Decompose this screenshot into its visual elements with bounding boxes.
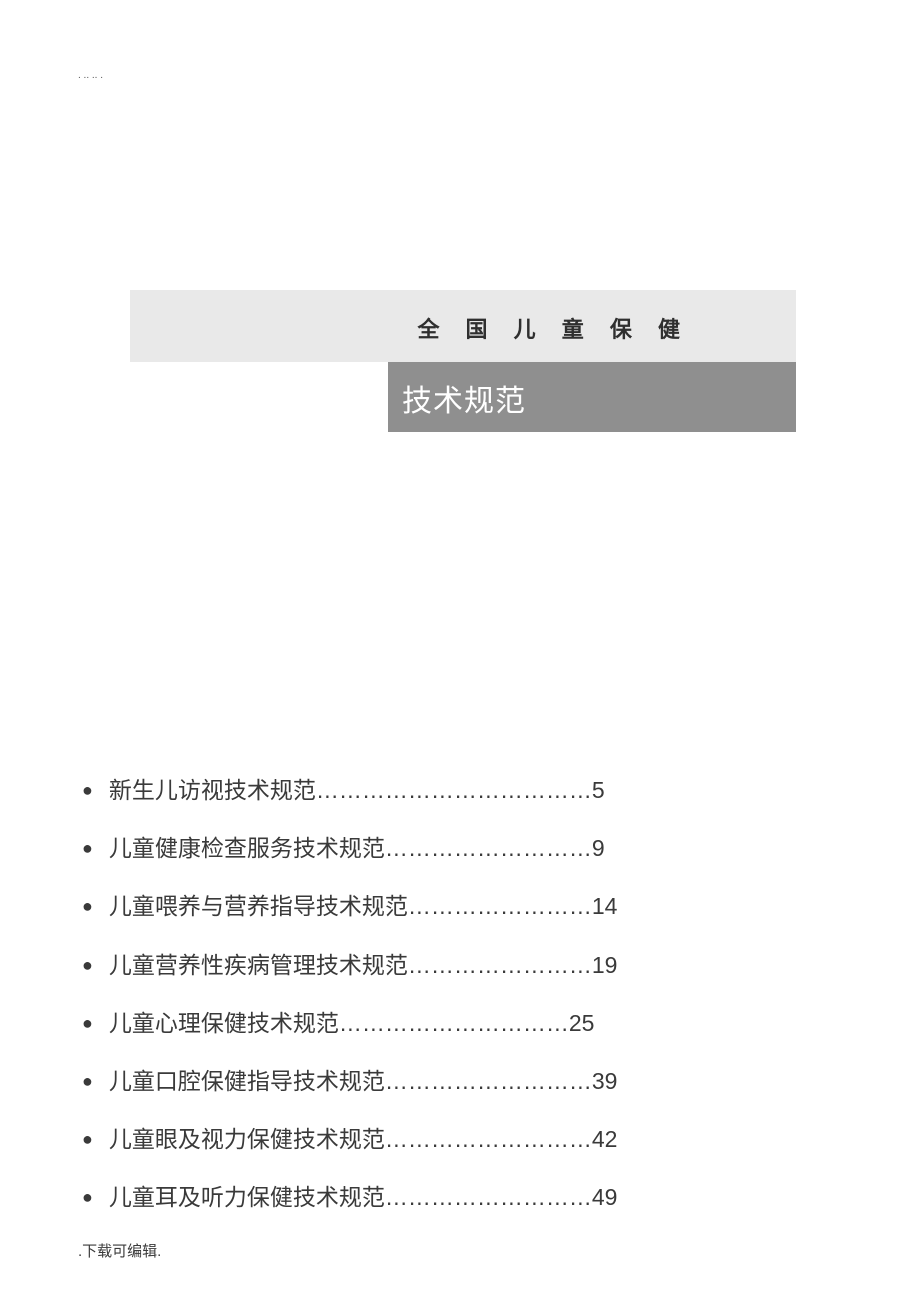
toc-item: ● 儿童耳及听力保健技术规范 ……………………… 49 [82,1181,842,1213]
toc-title: 儿童心理保健技术规范 [109,1007,339,1039]
toc-page: 39 [592,1065,618,1097]
toc-leader: ……………………… [385,1181,592,1213]
title-light-bar: 全 国 儿 童 保 健 [130,290,796,362]
toc-item: ● 新生儿访视技术规范 ……………………………… 5 [82,774,842,806]
bullet-icon: ● [82,894,93,919]
bullet-icon: ● [82,1127,93,1152]
title-dark-text: 技术规范 [402,385,526,418]
toc-item: ● 儿童健康检查服务技术规范 ……………………… 9 [82,832,842,864]
toc-leader: …………………… [408,890,592,922]
toc-title: 儿童健康检查服务技术规范 [109,832,385,864]
toc-page: 19 [592,949,618,981]
bullet-icon: ● [82,1069,93,1094]
bullet-icon: ● [82,1185,93,1210]
toc-page: 14 [592,890,618,922]
footer-note: .下载可编辑. [78,1240,161,1261]
toc-leader: ………………………… [339,1007,569,1039]
toc-item: ● 儿童眼及视力保健技术规范 ……………………… 42 [82,1123,842,1155]
toc-item: ● 儿童口腔保健指导技术规范 ……………………… 39 [82,1065,842,1097]
title-light-text: 全 国 儿 童 保 健 [417,312,690,344]
table-of-contents: ● 新生儿访视技术规范 ……………………………… 5 ● 儿童健康检查服务技术规… [82,774,842,1240]
toc-page: 49 [592,1181,618,1213]
toc-page: 25 [569,1007,595,1039]
toc-title: 新生儿访视技术规范 [109,774,316,806]
toc-leader: …………………… [408,949,592,981]
bullet-icon: ● [82,778,93,803]
bullet-icon: ● [82,1011,93,1036]
toc-leader: ……………………… [385,1123,592,1155]
toc-item: ● 儿童喂养与营养指导技术规范 …………………… 14 [82,890,842,922]
toc-leader: ……………………… [385,1065,592,1097]
toc-title: 儿童耳及听力保健技术规范 [109,1181,385,1213]
title-dark-bar: 技术规范 [388,362,796,432]
toc-title: 儿童口腔保健指导技术规范 [109,1065,385,1097]
toc-leader: ……………………………… [316,774,592,806]
toc-item: ● 儿童心理保健技术规范 ………………………… 25 [82,1007,842,1039]
toc-item: ● 儿童营养性疾病管理技术规范 …………………… 19 [82,949,842,981]
bullet-icon: ● [82,836,93,861]
toc-title: 儿童营养性疾病管理技术规范 [109,949,408,981]
top-dot-marks: . .. .. . [78,70,103,81]
toc-title: 儿童喂养与营养指导技术规范 [109,890,408,922]
toc-page: 9 [592,832,605,864]
bullet-icon: ● [82,953,93,978]
toc-title: 儿童眼及视力保健技术规范 [109,1123,385,1155]
toc-page: 42 [592,1123,618,1155]
toc-page: 5 [592,774,605,806]
title-block: 全 国 儿 童 保 健 技术规范 [130,290,796,362]
toc-leader: ……………………… [385,832,592,864]
